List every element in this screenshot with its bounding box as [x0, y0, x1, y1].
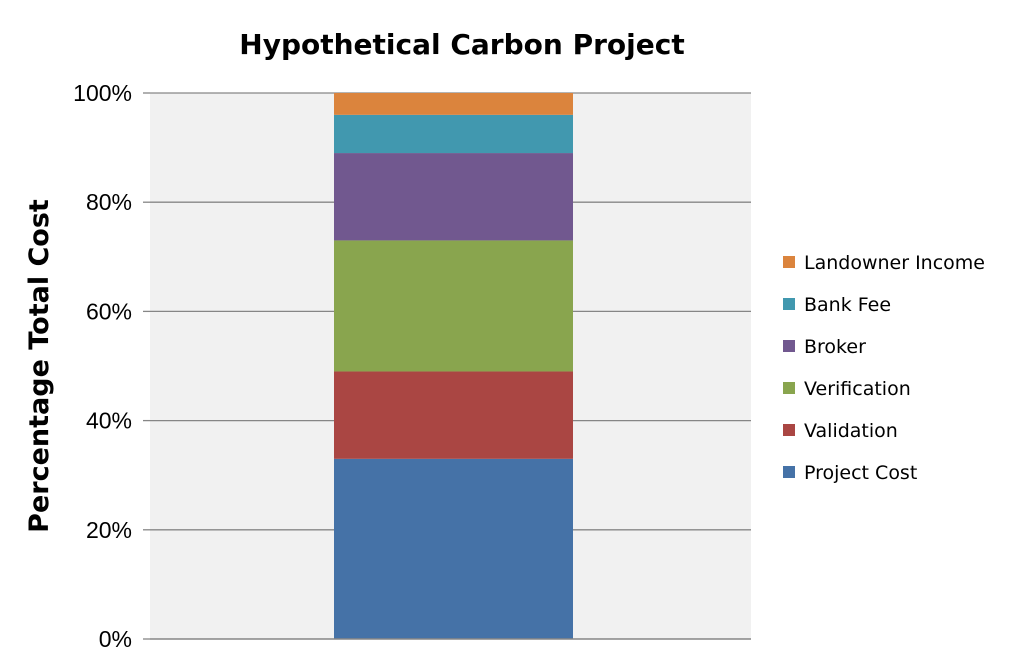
bar-segment-validation [334, 371, 573, 459]
legend-swatch [783, 466, 795, 478]
legend-label: Bank Fee [804, 294, 891, 316]
bar-segment-bank-fee [334, 114, 573, 154]
legend: Landowner Income Bank Fee Broker Verificati… [783, 252, 985, 484]
bar-segment-landowner-income [334, 93, 573, 115]
legend-swatch [783, 424, 795, 436]
chart-title: Hypothetical Carbon Project [239, 28, 684, 61]
legend-label: Validation [804, 420, 898, 442]
bar-segments [334, 93, 573, 639]
y-tick-label: 20% [86, 517, 132, 543]
y-tick-label: 60% [86, 298, 132, 324]
legend-label: Broker [804, 336, 866, 358]
y-tick-label: 0% [99, 626, 132, 652]
legend-swatch [783, 298, 795, 310]
bar-segment-verification [334, 240, 573, 372]
legend-label: Landowner Income [804, 252, 985, 274]
y-axis-label: Percentage Total Cost [24, 199, 55, 533]
legend-swatch [783, 382, 795, 394]
legend-swatch [783, 340, 795, 352]
legend-label: Project Cost [804, 462, 917, 484]
legend-swatch [783, 256, 795, 268]
legend-label: Verification [804, 378, 911, 400]
y-tick-label: 40% [86, 408, 132, 434]
y-axis-ticks: 0% 20% 40% 60% 80% 100% [73, 80, 150, 652]
y-tick-label: 100% [73, 80, 132, 106]
y-tick-label: 80% [86, 189, 132, 215]
bar-segment-broker [334, 153, 573, 241]
bar-segment-project-cost [334, 458, 573, 639]
